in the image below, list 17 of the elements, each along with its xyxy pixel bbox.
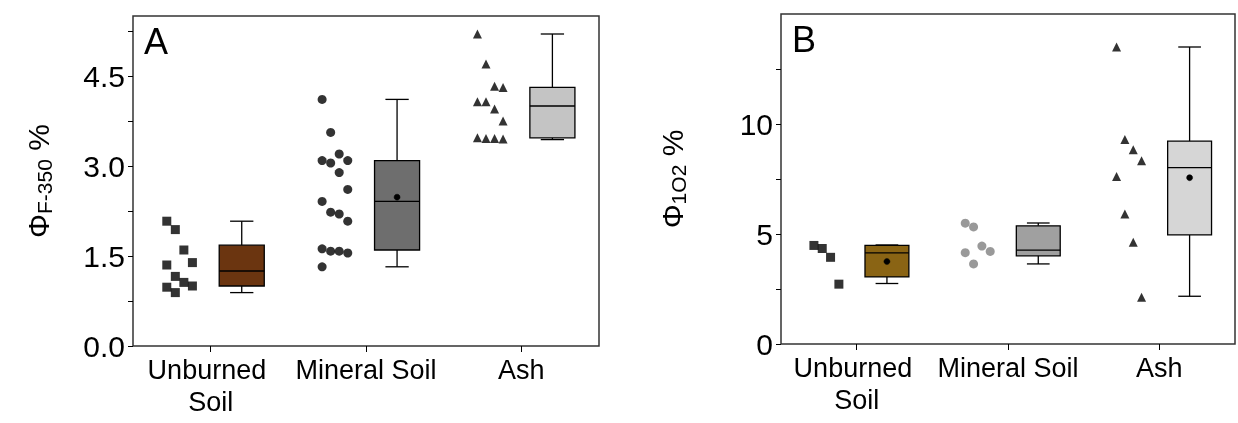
y-axis-title: Φ1O2 % <box>656 129 690 229</box>
chart-title: B <box>792 18 817 60</box>
x-tick-label: Mineral Soil <box>295 355 437 385</box>
y-tick-label: 0 <box>756 327 773 361</box>
x-tick-label: Unburned Soil <box>793 353 920 415</box>
y-tick-label: 0.0 <box>83 329 125 363</box>
chart-title: A <box>144 20 169 62</box>
x-tick-label: Mineral Soil <box>937 353 1079 383</box>
y-tick-label: 3.0 <box>83 149 125 183</box>
x-tick-label: Unburned Soil <box>147 355 274 417</box>
y-tick-label: 4.5 <box>83 59 125 93</box>
x-tick-label: Ash <box>1136 353 1183 383</box>
y-tick-label: 5 <box>756 217 773 251</box>
y-tick-label: 1.5 <box>83 239 125 273</box>
x-tick-label: Ash <box>498 355 545 385</box>
y-axis-title: ΦF-350 % <box>22 124 56 238</box>
y-tick-label: 10 <box>739 107 773 141</box>
